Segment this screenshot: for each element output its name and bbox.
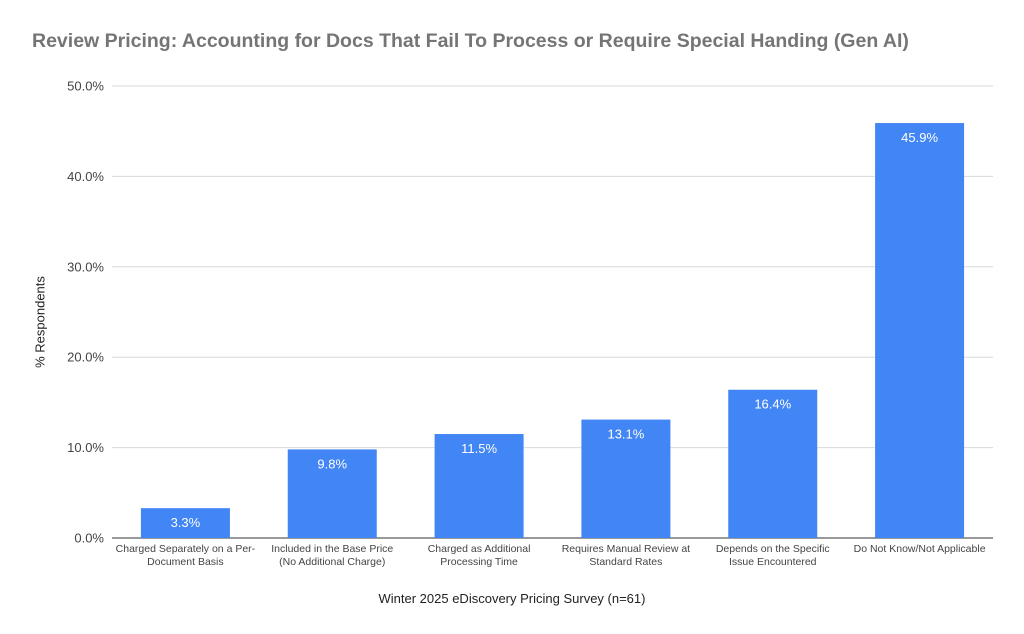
y-tick-label: 20.0% — [67, 350, 104, 365]
x-tick-label-line: Document Basis — [147, 556, 224, 568]
bar — [875, 123, 965, 539]
x-tick-label: Charged as Additional Processing Time — [409, 543, 549, 569]
value-labels: 3.3% 9.8% 11.5% 13.1% 16.4% 45.9% — [171, 130, 939, 530]
bar — [581, 419, 671, 538]
y-axis-ticks: 0.0% 10.0% 20.0% 30.0% 40.0% 50.0% — [67, 79, 104, 546]
bar — [728, 389, 818, 538]
gridlines — [112, 85, 993, 539]
x-tick-label: Charged Separately on a Per- Document Bas… — [115, 543, 256, 569]
x-tick-label-line: Processing Time — [440, 556, 518, 568]
y-axis-label: % Respondents — [32, 276, 48, 368]
y-tick-label: 10.0% — [67, 440, 104, 455]
x-axis-label: Winter 2025 eDiscovery Pricing Survey (n… — [378, 591, 646, 606]
x-tick-label-line: Charged Separately on a Per- — [115, 543, 256, 555]
x-tick-label: Requires Manual Review at Standard Rates — [556, 543, 696, 569]
bar-value-label: 11.5% — [461, 441, 497, 456]
y-tick-label: 30.0% — [67, 259, 104, 274]
y-tick-label: 50.0% — [67, 79, 104, 94]
x-tick-label-line: (No Additional Charge) — [279, 556, 386, 568]
x-tick-label-line: Charged as Additional — [427, 543, 531, 555]
bar-value-label: 13.1% — [607, 427, 644, 442]
bars — [140, 123, 965, 539]
x-tick-label-line: Depends on the Specific — [715, 543, 830, 555]
y-tick-label: 0.0% — [74, 531, 104, 546]
bar — [287, 449, 377, 538]
bar-value-label: 16.4% — [754, 397, 791, 412]
bar-value-label: 3.3% — [171, 515, 201, 530]
bar-value-label: 45.9% — [901, 130, 938, 145]
bar — [140, 508, 230, 538]
y-tick-label: 40.0% — [67, 169, 104, 184]
bar-value-label: 9.8% — [317, 456, 347, 471]
x-tick-label: Depends on the Specific Issue Encountered — [703, 543, 843, 569]
x-tick-label-line: Do Not Know/Not Applicable — [853, 543, 986, 555]
x-tick-label-line: Standard Rates — [589, 556, 663, 568]
chart-title: Review Pricing: Accounting for Docs That… — [32, 30, 909, 52]
x-tick-label-line: Requires Manual Review at — [561, 543, 691, 555]
x-tick-label-line: Included in the Base Price — [271, 543, 394, 555]
x-tick-label: Do Not Know/Not Applicable — [850, 543, 990, 556]
x-tick-label: Included in the Base Price (No Additional… — [262, 543, 402, 569]
bar — [434, 434, 524, 538]
x-tick-label-line: Issue Encountered — [728, 556, 817, 568]
